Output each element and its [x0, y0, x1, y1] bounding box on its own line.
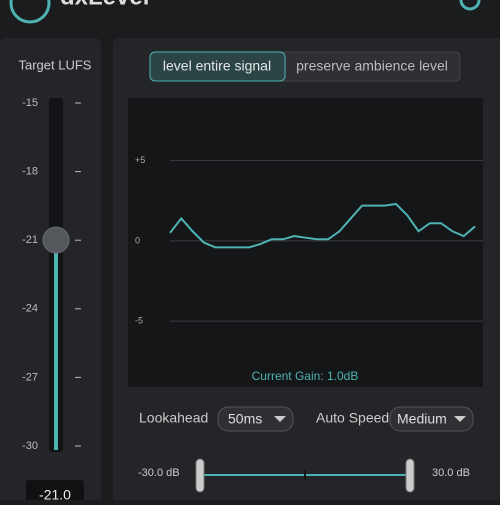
y-tick-label: +5 [135, 155, 145, 165]
value-box[interactable] [26, 480, 84, 505]
gain-graph [128, 98, 483, 387]
label: Lookahead [139, 410, 208, 426]
graph-caption: Current Gain: 1.0dB [252, 369, 359, 383]
logo [9, 0, 51, 24]
scale-label: -15 [22, 97, 38, 109]
dropdown[interactable] [217, 406, 294, 432]
dropdown-arrow [274, 416, 286, 422]
panel-title: Target LUFS [19, 57, 92, 72]
scale-label: -21 [22, 234, 38, 246]
dropdown-value: Medium [397, 411, 447, 427]
slider-fill [54, 240, 58, 450]
label: Auto Speed [316, 410, 389, 426]
y-tick-label: -5 [135, 316, 143, 326]
slider-knob[interactable] [42, 226, 70, 254]
dropdown-value: 50ms [228, 411, 262, 427]
scale-label: -18 [22, 166, 38, 178]
dropdown-arrow [454, 416, 466, 422]
range-max: 30.0 dB [432, 467, 470, 479]
range-min: -30.0 dB [138, 467, 180, 479]
toggle-option: level entire signal [163, 58, 271, 74]
target-value: -21.0 [39, 487, 71, 500]
power-button[interactable] [459, 0, 481, 11]
scale-label: -24 [22, 303, 38, 315]
dropdown[interactable] [389, 406, 474, 432]
gain-line [169, 202, 476, 249]
toggle-option: preserve ambience level [296, 58, 448, 74]
toggle-active[interactable] [149, 51, 286, 82]
scale-label: -30 [22, 440, 38, 452]
y-tick-label: 0 [135, 235, 140, 245]
app-title: dxLevel [60, 0, 149, 10]
scale-label: -27 [22, 371, 38, 383]
range-thumb[interactable] [195, 458, 205, 493]
range-thumb[interactable] [405, 458, 415, 493]
